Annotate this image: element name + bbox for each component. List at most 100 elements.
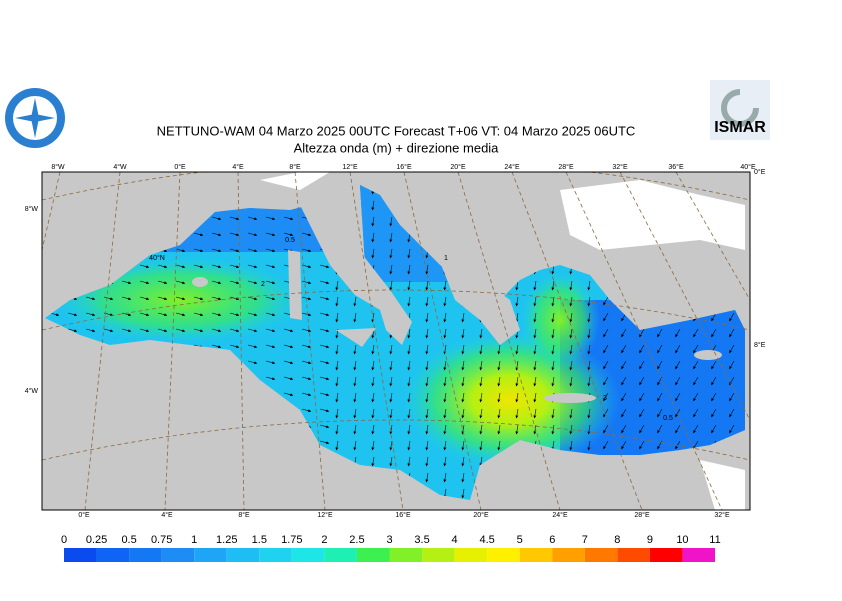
wave-arrow — [443, 376, 447, 387]
color-swatch — [454, 548, 488, 562]
color-swatch — [356, 548, 390, 562]
logo-right: ISMAR — [710, 80, 770, 140]
wave-arrow — [389, 248, 393, 259]
wave-arrow — [389, 424, 393, 435]
legend-label: 4.5 — [480, 534, 495, 546]
wave-arrow — [389, 264, 393, 275]
logo-text: ISMAR — [714, 119, 766, 136]
wave-arrow — [193, 312, 204, 317]
wave-arrow — [265, 376, 276, 381]
wave-arrow — [569, 440, 573, 451]
wave-arrow — [319, 312, 330, 317]
wave-arrow — [157, 280, 168, 285]
legend-label: 1.5 — [252, 534, 267, 546]
wave-arrow — [497, 440, 501, 451]
wave-arrow — [139, 264, 150, 269]
wave-arrow — [229, 296, 240, 301]
wave-arrow — [371, 344, 375, 355]
wave-arrow — [371, 424, 375, 435]
wave-arrow — [693, 424, 699, 434]
wave-arrow — [175, 296, 186, 301]
wave-arrow — [193, 248, 204, 253]
wave-arrow — [389, 360, 393, 371]
wave-arrow — [371, 408, 375, 419]
legend-label: 8 — [614, 534, 620, 546]
wave-arrow — [461, 360, 465, 371]
wave-arrow — [533, 296, 537, 307]
legend-label: 0.25 — [86, 534, 107, 546]
wave-arrow — [551, 344, 555, 355]
title: NETTUNO-WAM 04 Marzo 2025 00UTC Forecast… — [157, 123, 636, 138]
wave-arrow — [371, 456, 375, 467]
top-label: 8°W — [51, 163, 65, 171]
top-label: 20°E — [450, 163, 466, 171]
map — [42, 172, 750, 510]
wave-arrow — [533, 344, 537, 355]
wave-arrow — [693, 360, 699, 370]
wave-arrow — [335, 344, 339, 355]
wave-arrow — [621, 344, 627, 354]
wave-arrow — [425, 360, 429, 371]
wave-arrow — [515, 296, 519, 307]
top-label: 32°E — [612, 163, 628, 171]
wave-arrow — [301, 280, 312, 285]
lat-label: 40°N — [149, 254, 165, 262]
wave-arrow — [139, 280, 150, 285]
legend-label: 7 — [582, 534, 588, 546]
wave-arrow — [443, 472, 447, 483]
wave-arrow — [121, 280, 132, 285]
wave-arrow — [85, 312, 96, 317]
legend-label: 2.5 — [349, 534, 364, 546]
wave-arrow — [319, 376, 330, 381]
wave-arrow — [67, 328, 78, 333]
wave-arrow — [247, 312, 258, 317]
wave-arrow — [301, 312, 312, 317]
wave-arrow — [711, 328, 717, 338]
bottom-label: 28°E — [634, 511, 650, 519]
wave-arrow — [389, 440, 393, 451]
legend-label: 1.25 — [216, 534, 237, 546]
wave-arrow — [443, 280, 447, 291]
legend-label: 11 — [709, 534, 720, 546]
wave-arrow — [371, 248, 375, 259]
wave-arrow — [175, 312, 186, 317]
wave-arrow — [657, 328, 663, 338]
wave-arrow — [335, 280, 339, 291]
wave-arrow — [353, 376, 357, 387]
wave-arrow — [283, 216, 294, 221]
wave-arrow — [407, 328, 411, 339]
wave-arrow — [461, 456, 465, 467]
wave-arrow — [247, 360, 258, 365]
wave-arrow — [389, 408, 393, 419]
wave-arrow — [389, 280, 393, 291]
wave-arrow — [479, 328, 483, 339]
wave-arrow — [497, 344, 501, 355]
wave-arrow — [603, 376, 609, 386]
wave-arrow — [479, 456, 483, 467]
wave-arrow — [229, 232, 240, 237]
top-label: 28°E — [558, 163, 574, 171]
wave-arrow — [139, 328, 150, 333]
wave-arrow — [657, 344, 663, 354]
wave-arrow — [425, 264, 429, 275]
wave-arrow — [49, 312, 60, 317]
legend-label: 0.5 — [121, 534, 136, 546]
wave-arrow — [407, 280, 411, 291]
wave-arrow — [265, 248, 276, 253]
wave-arrow — [175, 264, 186, 269]
wave-arrow — [497, 408, 501, 419]
legend-label: 0 — [61, 534, 67, 546]
wave-arrow — [729, 328, 735, 338]
color-swatch — [226, 548, 260, 562]
right-label: 8°E — [754, 341, 766, 349]
wave-arrow — [479, 360, 483, 371]
wave-arrow — [443, 424, 447, 435]
bottom-label: 20°E — [473, 511, 489, 519]
wave-arrow — [85, 328, 96, 333]
wave-arrow — [265, 344, 276, 349]
wave-arrow — [551, 312, 555, 323]
wave-arrow — [639, 328, 645, 338]
bottom-label: 0°E — [78, 511, 90, 519]
wave-arrow — [515, 424, 519, 435]
